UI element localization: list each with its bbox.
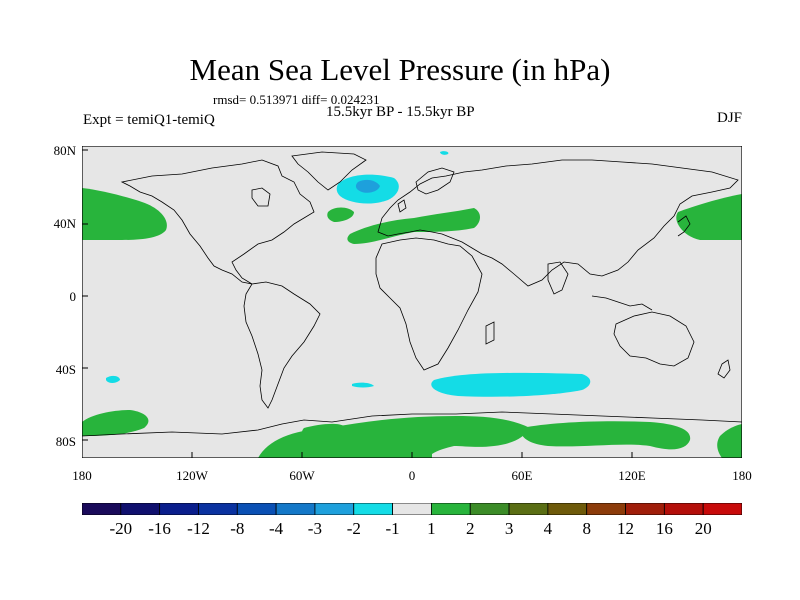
lon-label-60w: 60W (289, 468, 315, 483)
colorbar-swatch (353, 503, 393, 515)
colorbar-swatch (82, 503, 122, 515)
colorbar-label: -3 (307, 519, 322, 538)
colorbar-swatch (159, 503, 199, 515)
colorbar-label: 16 (655, 519, 673, 538)
colorbar-label: 8 (582, 519, 591, 538)
map-title: Mean Sea Level Pressure (in hPa) (189, 52, 611, 87)
colorbar-swatch (547, 503, 588, 515)
colorbar-label: 1 (427, 519, 436, 538)
new-zealand-coast (717, 359, 731, 379)
colorbar-label: -4 (269, 519, 284, 538)
north-pacific-east-positive-area (676, 194, 742, 240)
lat-label-40n: 40N (53, 216, 76, 231)
colorbar-swatch (469, 503, 510, 515)
australia-coast (613, 311, 695, 367)
india-coast (547, 261, 569, 295)
colorbar-label: -16 (148, 519, 171, 538)
arctic-negative-area (440, 151, 449, 155)
colorbar-label: -20 (109, 519, 133, 538)
south-america-coast (243, 281, 321, 409)
positive-anomaly-areas (82, 188, 742, 458)
lat-label-80s: 80S (55, 434, 76, 449)
antarctic-far-east-positive-area (717, 424, 742, 458)
south-atlantic-negative-area (352, 382, 374, 388)
colorbar-swatch (702, 503, 742, 515)
map-background (82, 146, 742, 458)
north-pacific-positive-area (82, 188, 167, 240)
lat-label-40s: 40S (55, 362, 76, 377)
colorbar-swatch (275, 503, 316, 515)
colorbar-label: 20 (694, 519, 712, 538)
south-pacific-positive-area (82, 410, 149, 436)
japan-coast (677, 215, 691, 237)
colorbar-swatch (508, 503, 549, 515)
lat-label-0: 0 (69, 289, 77, 304)
greenland-coast (291, 151, 367, 191)
colorbar-label: 3 (504, 519, 514, 538)
north-atlantic-positive-area (327, 207, 354, 222)
colorbar-swatch (431, 503, 471, 515)
colorbar-label: -12 (187, 519, 210, 538)
colorbar-swatch (392, 503, 432, 515)
experiment-text: Expt = temiQ1-temiQ (83, 112, 215, 128)
lon-label-120e: 120E (618, 468, 646, 483)
indonesia-coast (591, 295, 653, 311)
negative-anomaly-areas (106, 151, 591, 397)
british-isles-coast (397, 199, 407, 213)
lon-label-180-west: 180 (72, 468, 92, 483)
antarctic-positive-area (258, 416, 530, 458)
lon-label-120w: 120W (176, 468, 208, 483)
lon-label-0: 0 (408, 468, 416, 483)
lon-label-60e: 60E (511, 468, 533, 483)
south-pacific-negative-area (106, 375, 120, 383)
antarctica-coast (82, 411, 742, 437)
world-map (82, 146, 742, 458)
north-america-coast (120, 159, 315, 285)
colorbar-label: -2 (346, 519, 361, 538)
madagascar-coast (485, 321, 495, 345)
scandinavia-coast (415, 167, 455, 195)
colorbar-swatch (198, 503, 238, 515)
lon-label-180-east: 180 (732, 468, 752, 483)
season-label: DJF (716, 110, 742, 126)
colorbar-label: 2 (465, 519, 475, 538)
coastlines (82, 151, 742, 437)
iceland-low-core-area (355, 179, 380, 193)
colorbar (82, 503, 742, 515)
colorbar-swatch (236, 503, 277, 515)
colorbar-swatch (314, 503, 355, 515)
antarctic-east-positive-area (521, 421, 691, 450)
africa-coast (375, 237, 483, 371)
colorbar-label: 4 (543, 519, 553, 538)
statistics-text: rmsd= 0.513971 diff= 0.024231 (213, 92, 380, 107)
south-indian-ocean-negative-area (431, 372, 591, 397)
hudson-bay-coast (251, 187, 271, 207)
colorbar-swatch (120, 503, 161, 515)
colorbar-swatch (586, 503, 626, 515)
colorbar-label: 12 (617, 519, 634, 538)
lat-label-80n: 80N (53, 143, 76, 158)
colorbar-swatch (625, 503, 665, 515)
europe-asia-coast (377, 159, 739, 287)
colorbar-swatch (663, 503, 704, 515)
map-ticks (82, 149, 633, 458)
europe-positive-area (347, 208, 480, 244)
period-text: 15.5kyr BP - 15.5kyr BP (326, 104, 475, 120)
colorbar-label: -8 (230, 519, 245, 538)
colorbar-label: -1 (385, 519, 400, 538)
